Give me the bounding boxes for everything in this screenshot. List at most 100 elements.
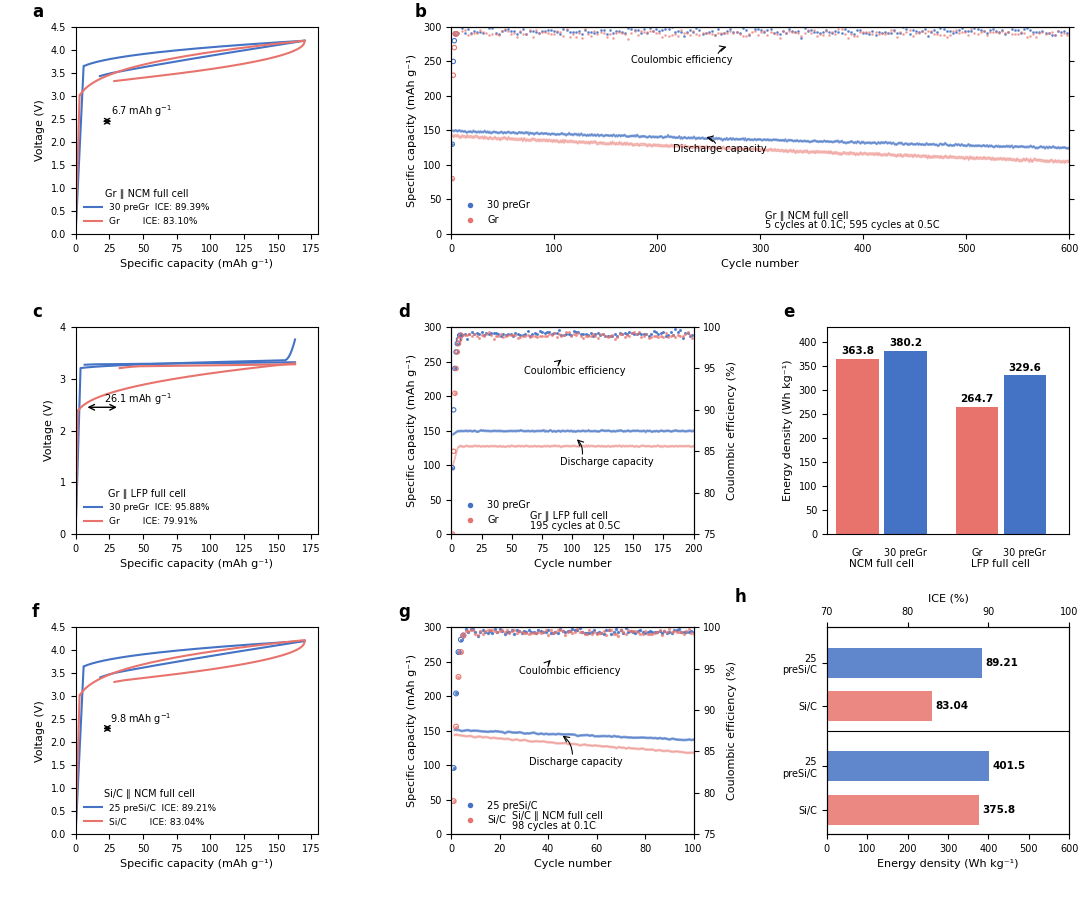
Point [659,625,676,640]
Point [484,623,501,638]
Point [483,327,500,341]
Text: 401.5: 401.5 [993,762,1025,771]
Point [597,623,615,637]
Point [645,24,662,39]
Point [512,327,529,342]
Point [446,40,463,55]
Point [598,27,616,41]
Point [453,645,470,659]
Point [513,625,530,640]
Point [448,344,465,359]
Point [652,326,670,340]
Point [446,361,463,376]
Point [462,26,480,40]
Point [445,761,462,775]
Point [685,627,702,641]
Point [1022,23,1039,38]
Point [670,29,687,43]
Point [677,625,694,640]
Legend: 30 preGr  ICE: 89.39%, Gr        ICE: 83.10%: 30 preGr ICE: 89.39%, Gr ICE: 83.10% [80,185,213,230]
Point [814,28,832,42]
Point [870,25,888,39]
Point [635,327,652,341]
Point [610,24,627,39]
Point [620,623,637,637]
Point [531,328,549,343]
Point [662,328,679,343]
Point [504,329,522,344]
Point [786,25,804,39]
Point [640,328,658,343]
Point [783,24,800,39]
Point [618,328,635,343]
Point [578,627,595,641]
Point [645,324,662,338]
Point [559,625,577,640]
Point [611,327,629,341]
Point [517,626,535,640]
Point [540,628,557,642]
Point [789,23,807,38]
Point [595,26,612,40]
Point [710,25,727,39]
Point [555,328,572,343]
Bar [827,648,982,677]
Point [935,29,953,43]
Point [530,625,548,640]
Point [612,623,630,637]
Point [511,623,528,638]
Point [472,623,489,638]
Point [653,625,671,640]
Point [524,30,541,44]
Point [447,719,464,734]
Point [458,332,475,346]
Point [1015,22,1032,36]
Point [688,27,705,41]
Point [867,28,885,42]
Point [485,326,502,340]
Point [598,30,616,44]
Point [914,24,931,39]
Text: 380.2: 380.2 [889,338,922,348]
Point [455,628,472,642]
Point [610,629,627,643]
Point [644,627,661,641]
Text: Coulombic efficiency: Coulombic efficiency [632,55,733,65]
Point [482,623,499,638]
Point [471,327,488,341]
Point [617,25,634,39]
Point [555,29,572,43]
Point [858,24,875,39]
Point [595,627,612,641]
Point [666,330,684,344]
Point [558,22,576,36]
Point [1009,22,1026,37]
Point [631,325,648,339]
Point [796,26,813,40]
Point [990,25,1008,39]
Point [513,625,530,640]
Point [564,622,581,636]
Point [576,625,593,640]
Point [450,645,468,659]
Text: g: g [397,603,409,621]
Point [534,325,551,339]
Point [914,24,931,39]
Point [448,27,465,41]
Point [643,327,660,341]
Point [487,26,504,40]
Point [589,27,606,41]
Point [1050,24,1067,39]
Point [678,25,696,39]
Point [524,329,541,344]
Point [444,461,461,475]
Point [536,328,553,343]
Y-axis label: Voltage (V): Voltage (V) [44,400,54,461]
Point [548,330,565,344]
Point [620,21,637,35]
Point [542,27,559,41]
Point [966,26,983,40]
Point [517,27,535,41]
Point [811,27,828,41]
Point [550,626,567,640]
